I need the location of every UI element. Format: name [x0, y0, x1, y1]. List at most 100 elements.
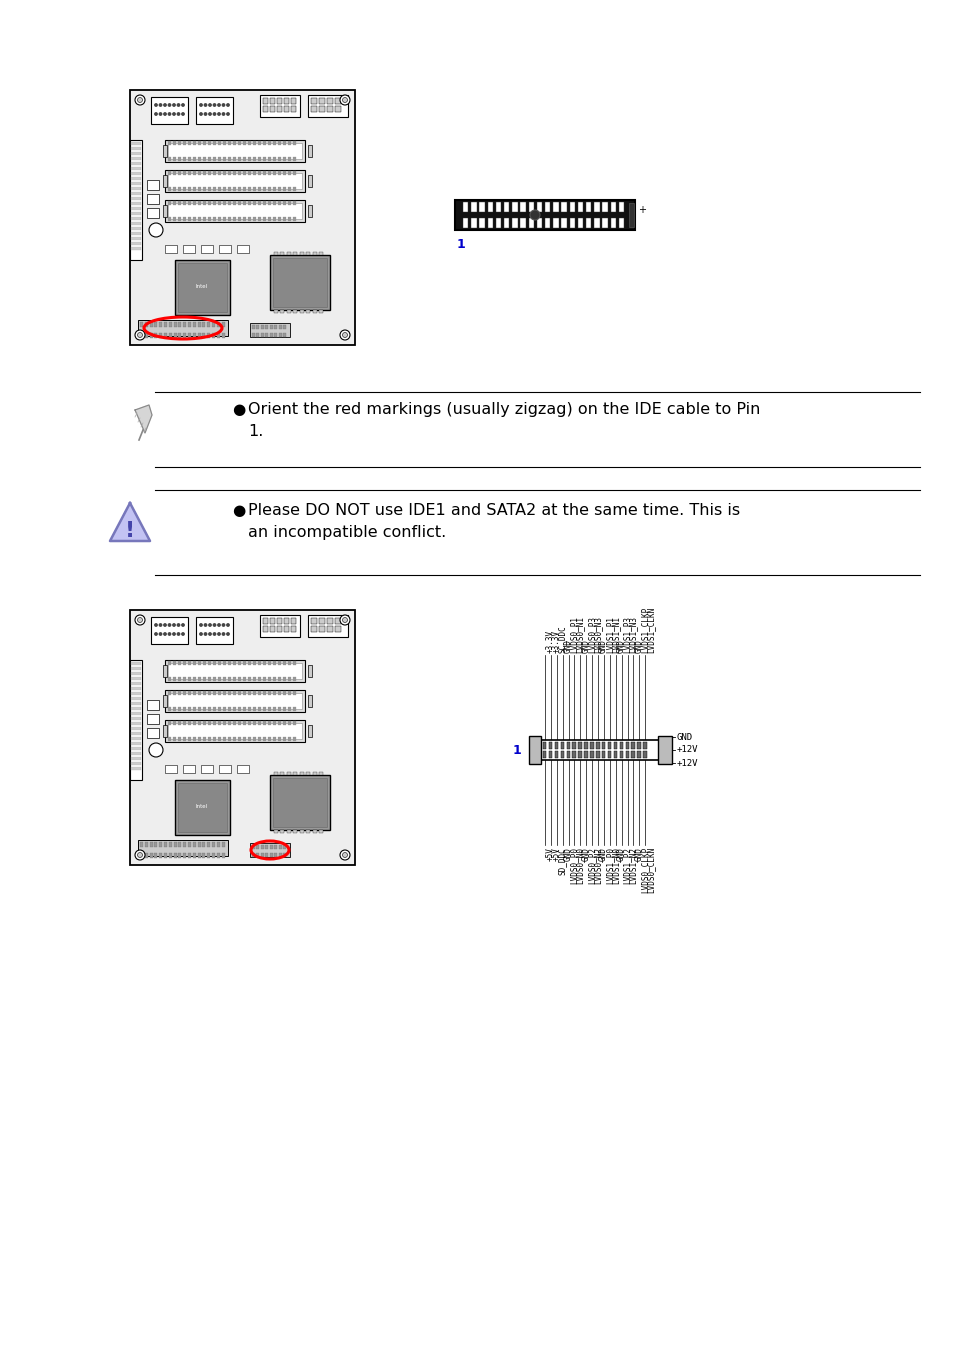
FancyBboxPatch shape: [168, 171, 171, 176]
FancyBboxPatch shape: [223, 157, 226, 161]
FancyBboxPatch shape: [178, 333, 181, 338]
FancyBboxPatch shape: [193, 737, 195, 741]
FancyBboxPatch shape: [193, 188, 195, 190]
FancyBboxPatch shape: [159, 842, 162, 846]
FancyBboxPatch shape: [261, 845, 264, 849]
FancyBboxPatch shape: [237, 691, 241, 695]
FancyBboxPatch shape: [213, 201, 215, 205]
FancyBboxPatch shape: [202, 333, 205, 338]
FancyBboxPatch shape: [168, 724, 302, 738]
FancyBboxPatch shape: [159, 333, 162, 338]
FancyBboxPatch shape: [276, 618, 282, 624]
FancyBboxPatch shape: [319, 310, 323, 313]
FancyBboxPatch shape: [218, 737, 221, 741]
FancyBboxPatch shape: [327, 618, 333, 624]
FancyBboxPatch shape: [583, 751, 587, 757]
FancyBboxPatch shape: [131, 232, 141, 235]
FancyBboxPatch shape: [178, 217, 181, 221]
FancyBboxPatch shape: [583, 743, 587, 749]
FancyBboxPatch shape: [253, 662, 255, 666]
FancyBboxPatch shape: [277, 157, 281, 161]
FancyBboxPatch shape: [208, 217, 211, 221]
FancyBboxPatch shape: [594, 217, 599, 228]
FancyBboxPatch shape: [193, 333, 195, 338]
Circle shape: [137, 97, 142, 103]
FancyBboxPatch shape: [280, 252, 284, 255]
FancyBboxPatch shape: [268, 737, 271, 741]
Text: LVDS0_N3: LVDS0_N3: [593, 616, 601, 653]
FancyBboxPatch shape: [131, 687, 141, 690]
FancyBboxPatch shape: [283, 333, 286, 338]
FancyBboxPatch shape: [637, 743, 640, 749]
FancyBboxPatch shape: [233, 188, 235, 190]
FancyBboxPatch shape: [253, 140, 255, 144]
Text: SC_DDC: SC_DDC: [558, 625, 566, 653]
FancyBboxPatch shape: [299, 310, 304, 313]
FancyBboxPatch shape: [228, 676, 231, 680]
Text: LVDS1_P3: LVDS1_P3: [622, 616, 631, 653]
Circle shape: [204, 633, 207, 636]
FancyBboxPatch shape: [131, 728, 141, 730]
FancyBboxPatch shape: [198, 721, 201, 725]
FancyBboxPatch shape: [218, 140, 221, 144]
FancyBboxPatch shape: [174, 780, 230, 836]
Circle shape: [154, 624, 157, 626]
FancyBboxPatch shape: [193, 842, 195, 846]
FancyBboxPatch shape: [243, 691, 246, 695]
Circle shape: [159, 624, 161, 626]
FancyBboxPatch shape: [237, 157, 241, 161]
FancyBboxPatch shape: [188, 737, 191, 741]
FancyBboxPatch shape: [198, 707, 201, 711]
Text: Intel: Intel: [195, 285, 208, 289]
FancyBboxPatch shape: [273, 171, 275, 176]
FancyBboxPatch shape: [131, 221, 141, 225]
FancyBboxPatch shape: [243, 217, 246, 221]
FancyBboxPatch shape: [172, 662, 175, 666]
FancyBboxPatch shape: [277, 676, 281, 680]
FancyBboxPatch shape: [252, 853, 254, 857]
FancyBboxPatch shape: [223, 737, 226, 741]
FancyBboxPatch shape: [273, 140, 275, 144]
FancyBboxPatch shape: [213, 662, 215, 666]
FancyBboxPatch shape: [288, 691, 291, 695]
FancyBboxPatch shape: [274, 252, 277, 255]
FancyBboxPatch shape: [218, 201, 221, 205]
Circle shape: [168, 104, 171, 107]
FancyBboxPatch shape: [471, 217, 476, 228]
FancyBboxPatch shape: [228, 140, 231, 144]
FancyBboxPatch shape: [198, 188, 201, 190]
FancyBboxPatch shape: [183, 842, 186, 846]
FancyBboxPatch shape: [131, 162, 141, 165]
FancyBboxPatch shape: [237, 721, 241, 725]
FancyBboxPatch shape: [277, 662, 281, 666]
FancyBboxPatch shape: [291, 618, 295, 624]
FancyBboxPatch shape: [193, 691, 195, 695]
Text: GND: GND: [677, 733, 693, 741]
FancyBboxPatch shape: [213, 691, 215, 695]
FancyBboxPatch shape: [228, 707, 231, 711]
FancyBboxPatch shape: [265, 333, 268, 338]
FancyBboxPatch shape: [168, 691, 171, 695]
Text: GND: GND: [634, 846, 643, 861]
FancyBboxPatch shape: [183, 333, 186, 338]
FancyBboxPatch shape: [163, 176, 167, 188]
FancyBboxPatch shape: [183, 707, 186, 711]
FancyBboxPatch shape: [172, 691, 175, 695]
FancyBboxPatch shape: [253, 157, 255, 161]
FancyBboxPatch shape: [130, 90, 355, 346]
FancyBboxPatch shape: [193, 707, 195, 711]
FancyBboxPatch shape: [263, 676, 266, 680]
FancyBboxPatch shape: [131, 238, 141, 240]
FancyBboxPatch shape: [233, 217, 235, 221]
Circle shape: [168, 633, 171, 636]
FancyBboxPatch shape: [313, 310, 316, 313]
FancyBboxPatch shape: [257, 140, 261, 144]
FancyBboxPatch shape: [183, 721, 186, 725]
FancyBboxPatch shape: [183, 188, 186, 190]
FancyBboxPatch shape: [257, 171, 261, 176]
FancyBboxPatch shape: [253, 676, 255, 680]
FancyBboxPatch shape: [306, 252, 310, 255]
FancyBboxPatch shape: [131, 142, 141, 144]
FancyBboxPatch shape: [293, 217, 295, 221]
FancyBboxPatch shape: [131, 197, 141, 200]
